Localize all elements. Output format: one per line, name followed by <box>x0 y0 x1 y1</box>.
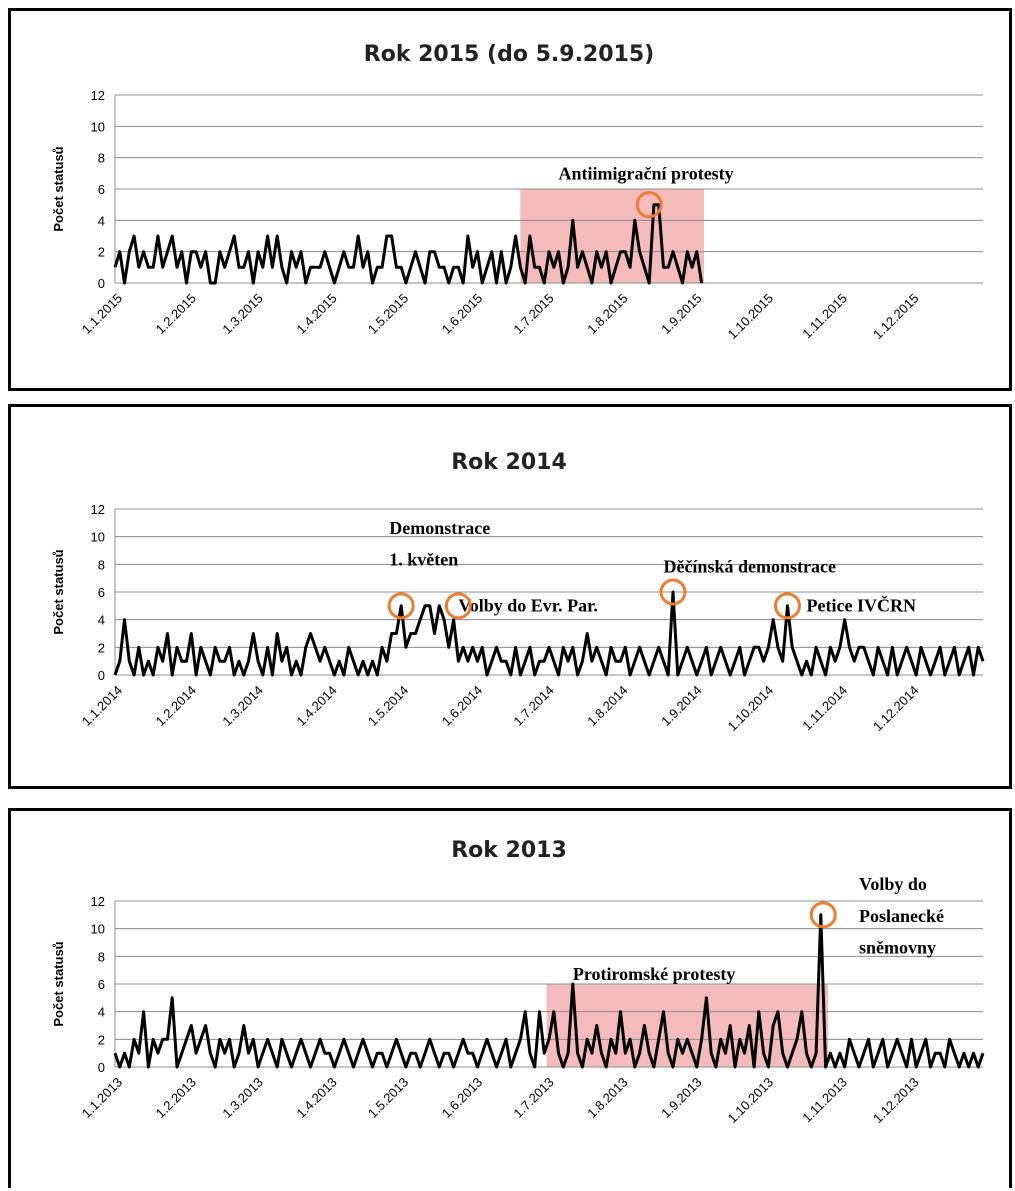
annotation-circle <box>387 592 415 620</box>
annotation-circle <box>659 578 687 606</box>
y-tick-label: 8 <box>98 151 105 166</box>
x-tick-label: 1.3.2015 <box>219 291 265 337</box>
y-tick-label: 8 <box>98 949 105 964</box>
shaded-region <box>520 189 704 283</box>
y-axis-label: Počet statusů <box>51 941 66 1026</box>
annotation-label: Volby do <box>859 874 927 894</box>
annotation-label: Demonstrace <box>389 518 490 538</box>
y-axis-label: Počet statusů <box>51 549 66 634</box>
y-tick-label: 2 <box>98 640 105 655</box>
annotation-label: Protiromské protesty <box>573 964 735 984</box>
x-tick-label: 1.10.2015 <box>725 291 777 343</box>
annotation-circle <box>444 592 472 620</box>
x-tick-label: 1.9.2015 <box>658 291 704 337</box>
y-tick-label: 4 <box>98 213 105 228</box>
annotation-label: Poslanecké <box>859 906 944 926</box>
x-tick-label: 1.1.2015 <box>79 291 125 337</box>
x-tick-label: 1.3.2014 <box>219 683 265 729</box>
chart-title: Rok 2013 <box>451 838 567 863</box>
x-tick-label: 1.5.2013 <box>365 1075 411 1121</box>
chart-title: Rok 2014 <box>451 450 567 475</box>
chart-title: Rok 2015 (do 5.9.2015) <box>364 42 654 67</box>
x-tick-label: 1.4.2014 <box>293 683 339 729</box>
x-tick-label: 1.11.2013 <box>799 1075 850 1126</box>
y-tick-label: 2 <box>98 245 105 260</box>
x-tick-label: 1.11.2014 <box>799 683 850 734</box>
x-tick-label: 1.1.2013 <box>79 1075 125 1121</box>
y-tick-label: 2 <box>98 1032 105 1047</box>
y-tick-label: 0 <box>98 668 105 683</box>
x-tick-label: 1.4.2013 <box>293 1075 339 1121</box>
annotation-label: Antiimigrační protesty <box>559 164 734 184</box>
x-tick-label: 1.10.2013 <box>725 1075 777 1127</box>
annotation-label: sněmovny <box>859 938 936 958</box>
series-line <box>113 590 985 677</box>
x-tick-label: 1.6.2013 <box>439 1075 485 1121</box>
x-tick-label: 1.8.2015 <box>584 291 630 337</box>
chart-panel-2014: Rok 2014 0 2 4 6 8 10 12 Počet statusů 1.1.2014 1.… <box>8 404 1012 789</box>
chart-panel-2015: Rok 2015 (do 5.9.2015) 0 2 4 6 8 10 12 Počet sta… <box>8 8 1012 391</box>
chart-2015: Rok 2015 (do 5.9.2015) 0 2 4 6 8 10 12 Počet sta… <box>51 42 983 343</box>
y-tick-label: 10 <box>91 119 105 134</box>
x-tick-label: 1.12.2013 <box>870 1075 922 1127</box>
y-tick-label: 12 <box>91 502 105 517</box>
x-tick-label: 1.3.2013 <box>219 1075 265 1121</box>
x-tick-label: 1.1.2014 <box>79 683 125 729</box>
y-tick-label: 12 <box>91 894 105 909</box>
annotation-circle <box>773 592 801 620</box>
y-tick-label: 4 <box>98 613 105 628</box>
y-tick-label: 6 <box>98 585 105 600</box>
x-tick-label: 1.2.2013 <box>153 1075 199 1121</box>
series-line <box>113 203 704 285</box>
y-tick-label: 6 <box>98 182 105 197</box>
x-tick-label: 1.6.2014 <box>439 683 485 729</box>
x-tick-label: 1.8.2013 <box>584 1075 630 1121</box>
x-tick-label: 1.11.2015 <box>799 291 850 342</box>
y-tick-label: 6 <box>98 977 105 992</box>
y-tick-label: 10 <box>91 922 105 937</box>
x-tick-label: 1.12.2015 <box>870 291 922 343</box>
x-tick-label: 1.2.2014 <box>153 683 199 729</box>
y-tick-label: 0 <box>98 276 105 291</box>
y-tick-label: 12 <box>91 88 105 103</box>
annotation-label: Děčínská demonstrace <box>663 557 835 577</box>
x-tick-label: 1.5.2014 <box>365 683 411 729</box>
y-tick-label: 8 <box>98 557 105 572</box>
y-axis-label: Počet statusů <box>51 146 66 231</box>
x-tick-label: 1.9.2013 <box>658 1075 704 1121</box>
y-tick-label: 0 <box>98 1060 105 1075</box>
annotation-circle <box>635 191 663 219</box>
x-tick-label: 1.12.2014 <box>870 683 922 735</box>
annotation-label: 1. květen <box>389 550 458 570</box>
series-line <box>113 913 985 1069</box>
x-tick-label: 1.6.2015 <box>439 291 485 337</box>
x-tick-label: 1.9.2014 <box>658 683 704 729</box>
chart-2013: Rok 2013 0 2 4 6 8 10 12 Počet statusů 1.1.2013 1.… <box>51 838 985 1127</box>
x-tick-label: 1.5.2015 <box>365 291 411 337</box>
annotation-label: Petice IVČRN <box>807 594 916 615</box>
shaded-region <box>546 984 828 1067</box>
x-tick-label: 1.4.2015 <box>293 291 339 337</box>
annotation-circle <box>809 901 837 929</box>
x-tick-label: 1.10.2014 <box>725 683 777 735</box>
y-tick-label: 4 <box>98 1005 105 1020</box>
y-tick-label: 10 <box>91 530 105 545</box>
x-tick-label: 1.7.2014 <box>510 683 556 729</box>
annotation-label: Volby do Evr. Par. <box>458 595 598 615</box>
x-tick-label: 1.2.2015 <box>153 291 199 337</box>
chart-2014: Rok 2014 0 2 4 6 8 10 12 Počet statusů 1.1.2014 1.… <box>51 450 985 735</box>
chart-panel-2013: Rok 2013 0 2 4 6 8 10 12 Počet statusů 1.1.2013 1.… <box>8 808 1012 1188</box>
x-tick-label: 1.8.2014 <box>584 683 630 729</box>
x-tick-label: 1.7.2013 <box>510 1075 556 1121</box>
x-tick-label: 1.7.2015 <box>510 291 556 337</box>
